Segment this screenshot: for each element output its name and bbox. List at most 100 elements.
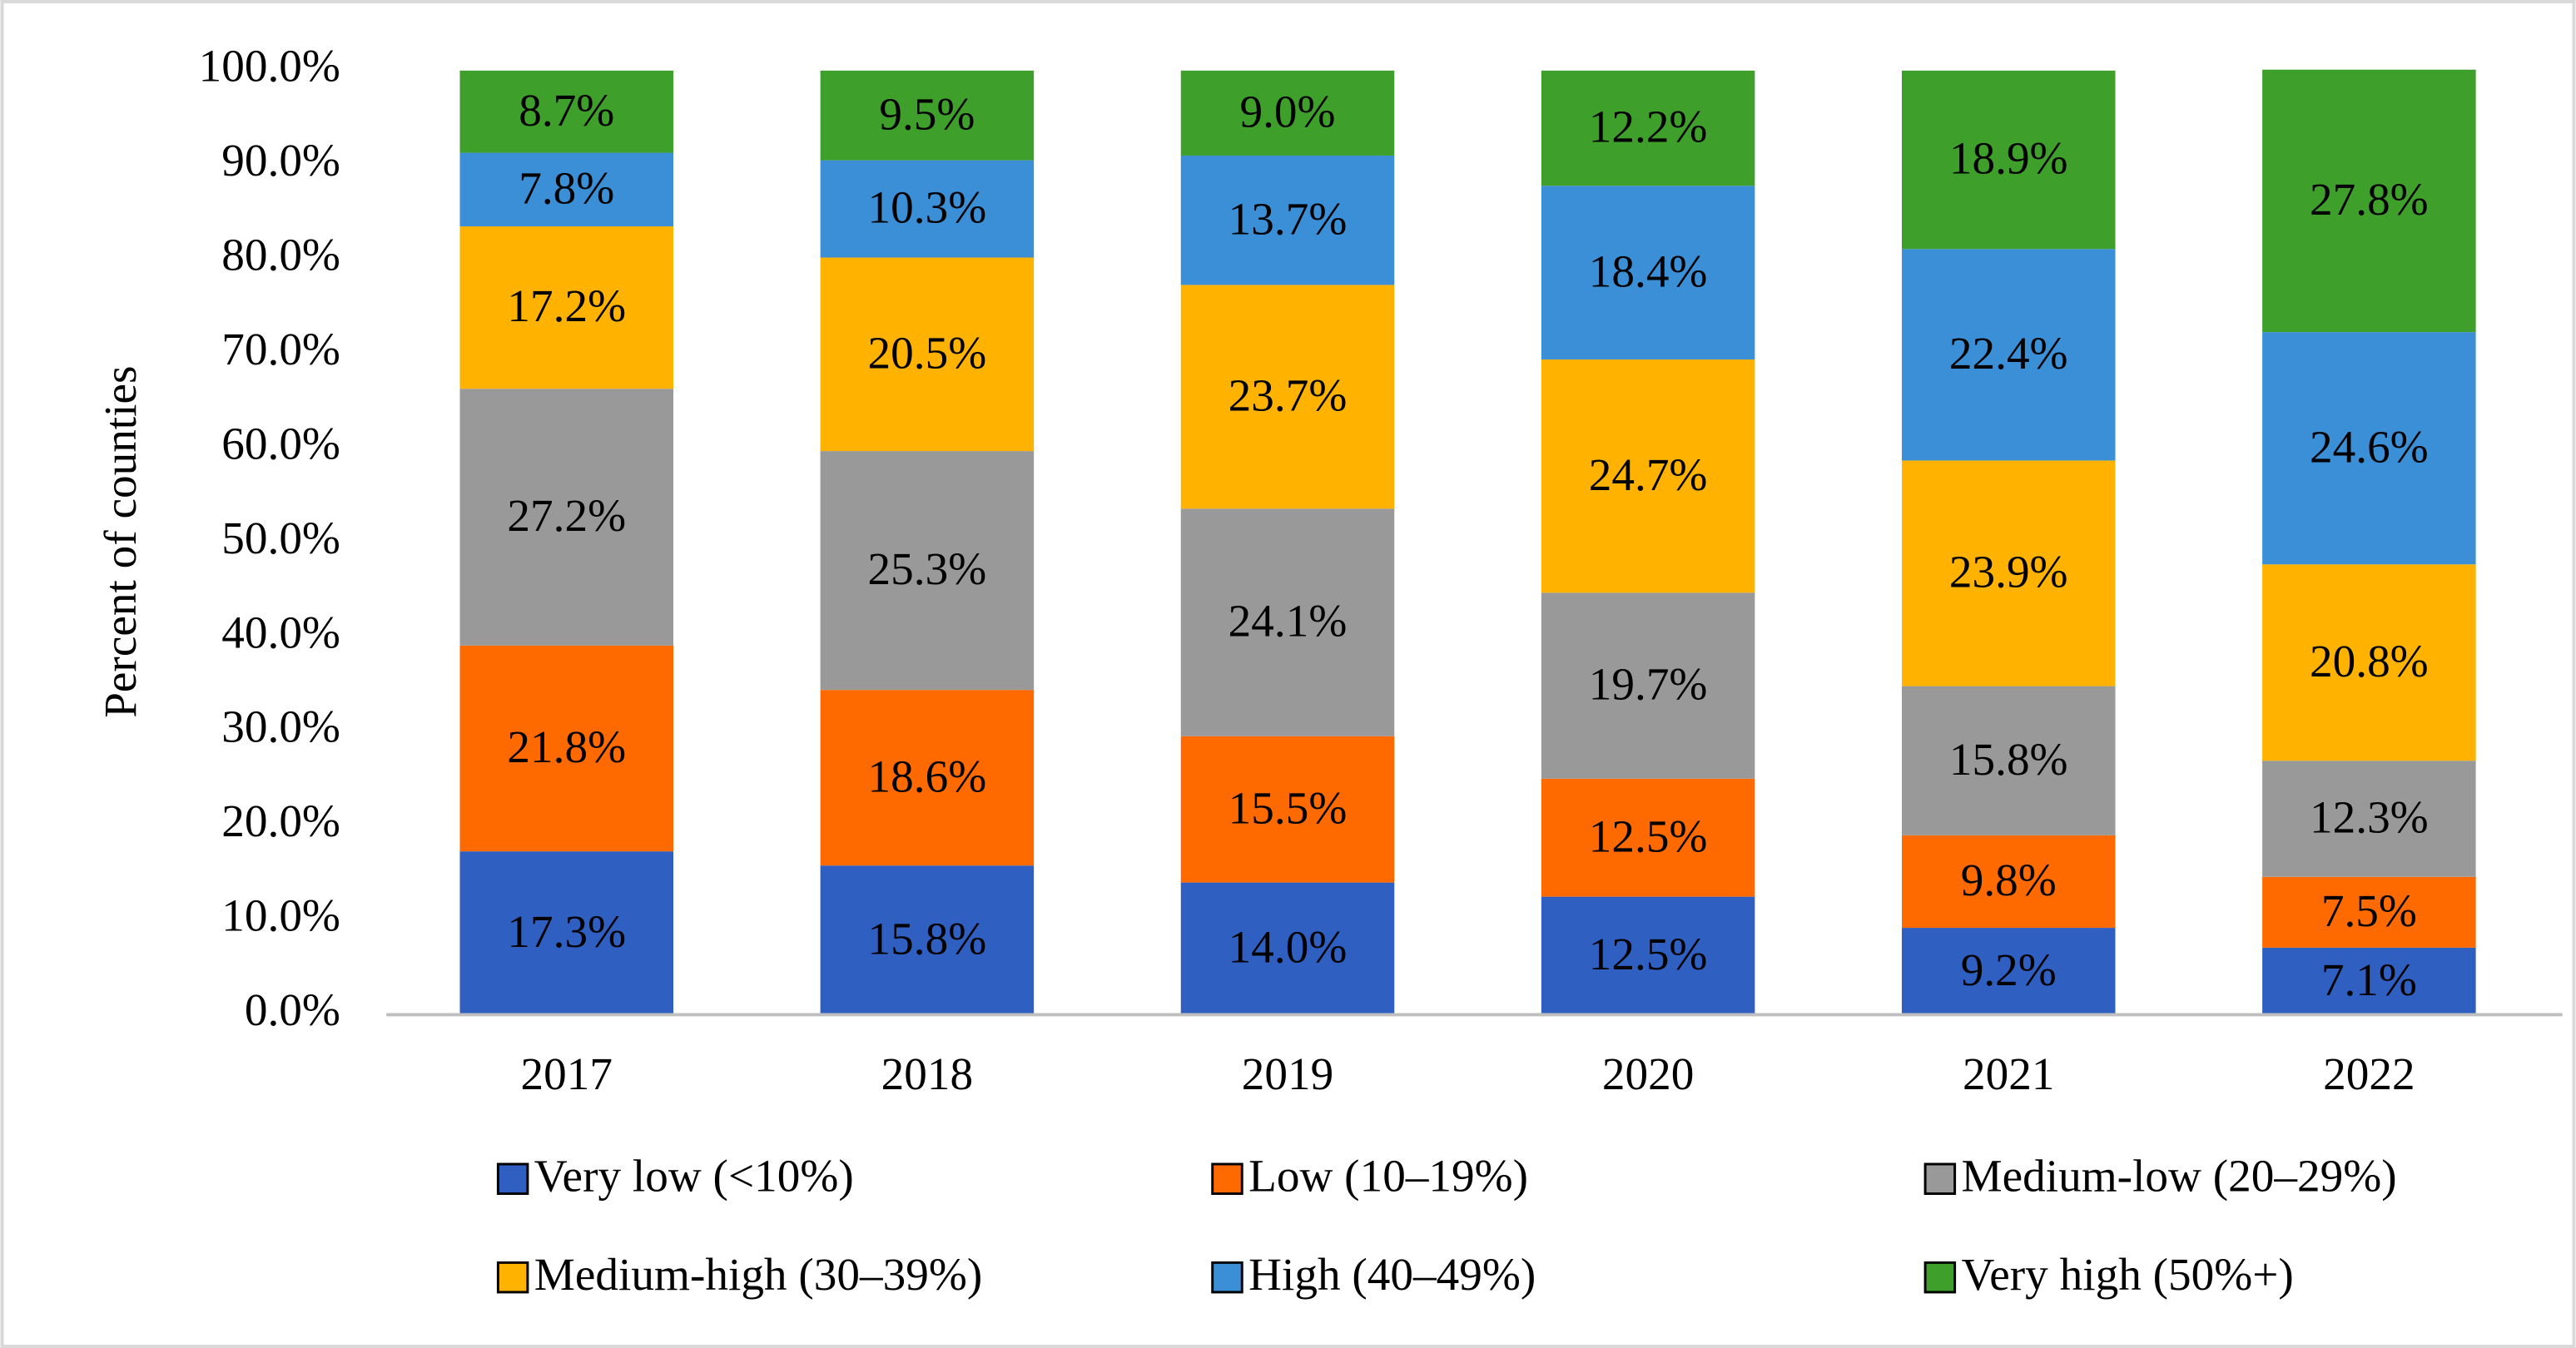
bar-segment xyxy=(1541,186,1755,360)
x-tick-label: 2017 xyxy=(521,1048,613,1099)
legend-label: Very low (<10%) xyxy=(534,1150,854,1201)
bar-segment xyxy=(1180,70,1395,156)
y-tick-label: 90.0% xyxy=(221,135,340,186)
bar-segment xyxy=(459,645,674,852)
legend-swatch xyxy=(1923,1261,1957,1294)
bar-segment xyxy=(1901,249,2116,461)
bar-segment xyxy=(2262,332,2476,565)
bar-segment xyxy=(1541,359,1755,593)
bar-segment xyxy=(820,865,1035,1015)
bar-segment xyxy=(459,389,674,646)
bar-segment xyxy=(459,70,674,153)
y-tick-label: 0.0% xyxy=(245,984,340,1035)
bar-segment xyxy=(1901,686,2116,835)
legend-label: Very high (50%+) xyxy=(1962,1249,2294,1300)
data-label: 17.2% xyxy=(507,280,626,331)
data-label: 19.7% xyxy=(1589,659,1708,710)
y-tick-label: 80.0% xyxy=(221,229,340,280)
data-label: 12.3% xyxy=(2310,792,2429,843)
bar-segment xyxy=(820,160,1035,258)
bar-segment xyxy=(820,257,1035,452)
bar-segment xyxy=(1180,508,1395,736)
data-label: 24.7% xyxy=(1589,449,1708,500)
bar-segment xyxy=(1180,882,1395,1015)
x-tick-label: 2019 xyxy=(1242,1048,1333,1099)
bar-segment xyxy=(820,70,1035,161)
bar-segment xyxy=(459,152,674,227)
bar-segment xyxy=(1180,736,1395,883)
bar-segment xyxy=(1180,285,1395,509)
bar-segment xyxy=(1901,928,2116,1015)
legend-swatch xyxy=(496,1261,529,1294)
legend-swatch xyxy=(1211,1162,1243,1195)
bar-segment xyxy=(820,690,1035,866)
data-label: 20.5% xyxy=(868,327,987,378)
data-label: 15.8% xyxy=(1949,734,2068,785)
data-label: 22.4% xyxy=(1949,328,2068,379)
y-tick-label: 30.0% xyxy=(221,701,340,752)
data-label: 15.8% xyxy=(868,913,987,964)
bar-segment xyxy=(1541,896,1755,1015)
data-label: 9.2% xyxy=(1961,944,2057,995)
data-label: 7.8% xyxy=(519,162,614,213)
data-label: 15.5% xyxy=(1228,782,1348,833)
data-label: 27.2% xyxy=(507,490,626,541)
bar-segment xyxy=(1901,460,2116,686)
data-label: 25.3% xyxy=(868,543,987,594)
data-label: 21.8% xyxy=(507,721,626,772)
y-tick-label: 70.0% xyxy=(221,324,340,374)
data-label: 10.3% xyxy=(868,182,987,233)
bar-segment xyxy=(1901,835,2116,929)
bar-segment xyxy=(459,851,674,1015)
data-label: 13.7% xyxy=(1228,193,1348,244)
data-label: 9.0% xyxy=(1239,87,1335,137)
y-tick-label: 50.0% xyxy=(221,513,340,563)
legend-label: High (40–49%) xyxy=(1248,1249,1536,1300)
data-label: 14.0% xyxy=(1228,922,1348,973)
data-label: 24.6% xyxy=(2310,421,2429,472)
data-label: 23.7% xyxy=(1228,369,1348,420)
x-tick-label: 2020 xyxy=(1602,1048,1694,1099)
data-label: 23.9% xyxy=(1949,547,2068,597)
data-label: 8.7% xyxy=(519,85,614,136)
x-tick-label: 2022 xyxy=(2323,1048,2415,1099)
data-label: 12.5% xyxy=(1589,810,1708,861)
x-tick-label: 2018 xyxy=(881,1048,973,1099)
data-label: 17.3% xyxy=(507,906,626,957)
data-label: 27.8% xyxy=(2310,174,2429,225)
y-tick-label: 60.0% xyxy=(221,418,340,468)
bar-segment xyxy=(2262,947,2476,1015)
y-tick-label: 10.0% xyxy=(221,890,340,941)
data-label: 12.2% xyxy=(1589,102,1708,152)
y-tick-label: 20.0% xyxy=(221,795,340,846)
bar-segment xyxy=(459,226,674,389)
x-tick-label: 2021 xyxy=(1963,1048,2054,1099)
bar-segment xyxy=(1541,592,1755,779)
data-label: 7.1% xyxy=(2321,954,2417,1005)
y-tick-label: 40.0% xyxy=(221,607,340,657)
bar-segment xyxy=(1180,155,1395,285)
bar-segment xyxy=(1541,778,1755,897)
legend-label: Medium-low (20–29%) xyxy=(1962,1150,2397,1201)
data-label: 18.9% xyxy=(1949,133,2068,184)
data-label: 24.1% xyxy=(1228,596,1348,647)
bar-segment xyxy=(1901,70,2116,250)
data-label: 12.5% xyxy=(1589,929,1708,979)
legend-label: Medium-high (30–39%) xyxy=(534,1249,982,1300)
data-label: 18.6% xyxy=(868,751,987,801)
legend-swatch xyxy=(1923,1162,1957,1195)
data-label: 9.5% xyxy=(879,88,975,139)
legend-swatch xyxy=(1211,1261,1243,1294)
data-label: 9.8% xyxy=(1961,855,2057,905)
y-tick-label: 100.0% xyxy=(199,41,340,92)
y-axis-label: Percent of counties xyxy=(95,365,146,717)
bar-segment xyxy=(2262,761,2476,877)
data-label: 18.4% xyxy=(1589,245,1708,296)
data-label: 7.5% xyxy=(2321,885,2417,936)
bar-segment xyxy=(2262,69,2476,333)
legend-swatch xyxy=(496,1162,529,1195)
data-label: 20.8% xyxy=(2310,636,2429,686)
bar-segment xyxy=(2262,564,2476,761)
bar-segment xyxy=(2262,876,2476,948)
